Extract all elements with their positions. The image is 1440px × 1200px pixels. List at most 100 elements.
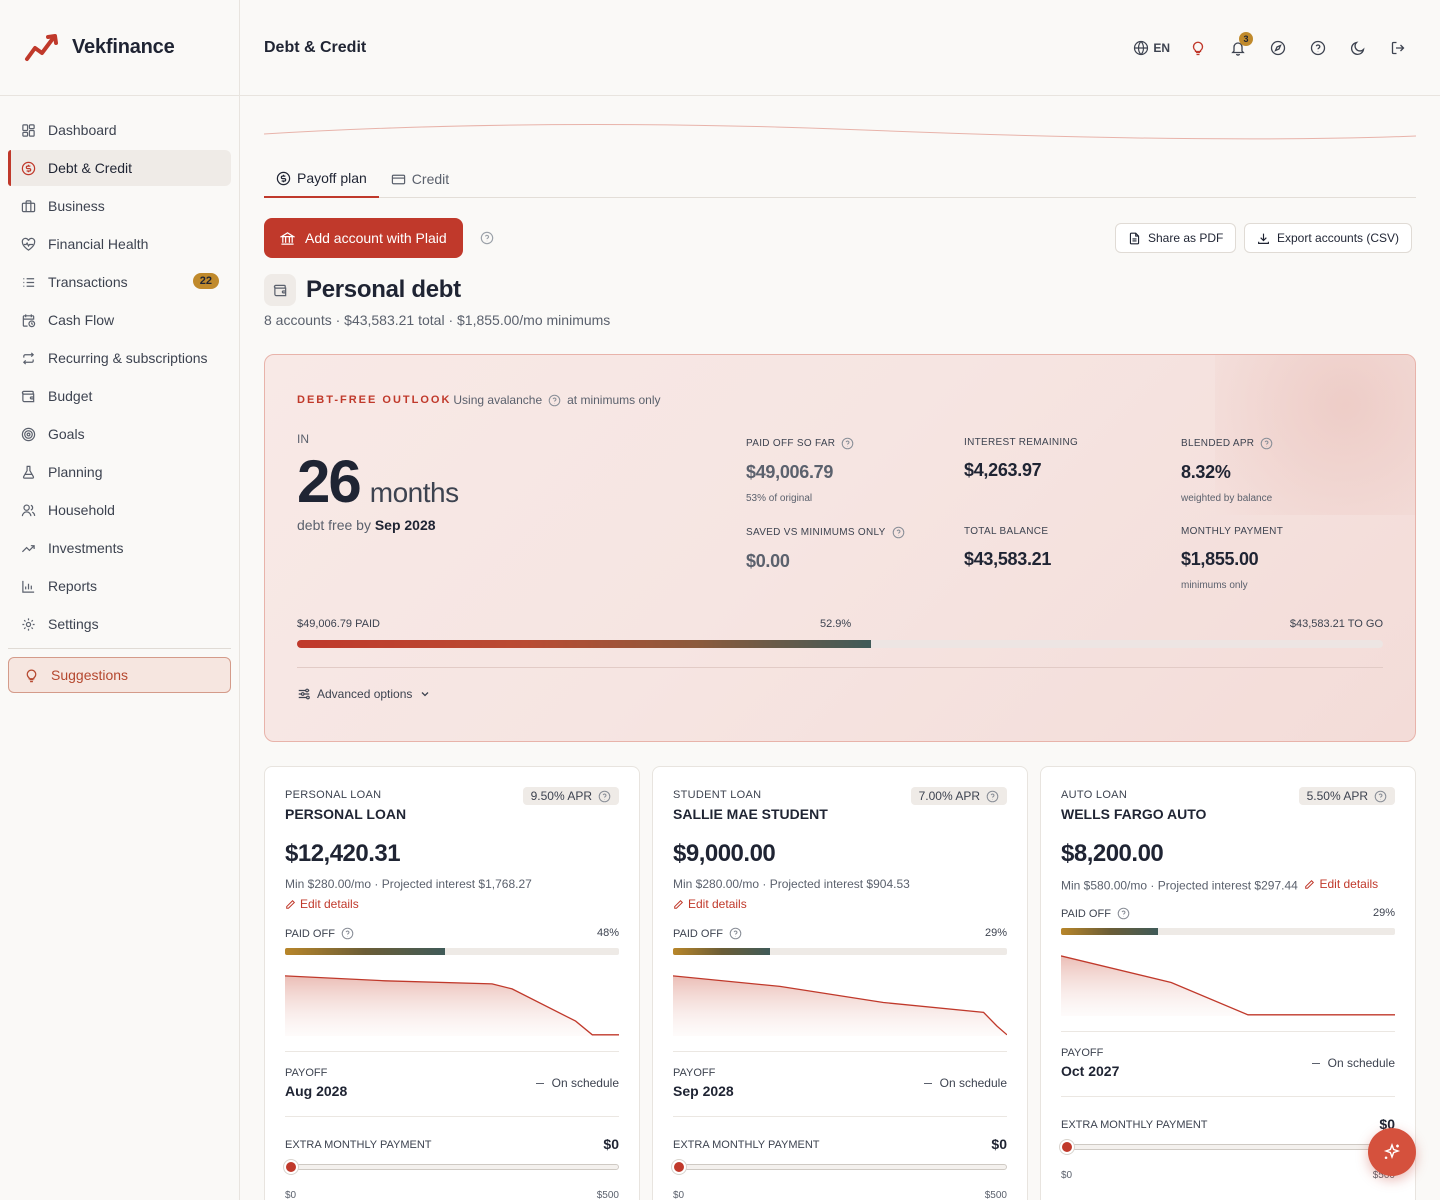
advanced-options-toggle[interactable]: Advanced options [297,687,430,701]
grid-icon [20,122,36,138]
sliders-icon [297,687,311,701]
min-payment-text: Min $280.00/mo · Projected interest $1,7… [285,877,532,891]
help-circle-icon[interactable] [341,927,354,940]
help-circle-icon[interactable] [1117,907,1130,920]
help-circle-icon[interactable] [598,790,611,803]
extra-payment-slider[interactable] [1060,1140,1395,1154]
export-csv-button[interactable]: Export accounts (CSV) [1244,223,1413,253]
export-csv-label: Export accounts (CSV) [1277,231,1400,245]
add-plaid-account-button[interactable]: Add account with Plaid [264,218,463,258]
language-button[interactable]: EN [1133,36,1170,60]
balance-area [1061,955,1395,1016]
apr-badge: 9.50% APR [522,787,619,805]
edit-details-link[interactable]: Edit details [673,894,747,914]
stat-label: MONTHLY PAYMENT [1181,526,1284,537]
balance-projection-chart [673,975,1007,1036]
help-circle-icon[interactable] [892,526,905,539]
extra-payment-label: EXTRA MONTHLY PAYMENT [673,1139,820,1151]
suggestions-label: Suggestions [51,667,129,683]
extra-payment-slider[interactable] [284,1160,619,1174]
suggestions-button[interactable]: Suggestions [8,657,231,693]
sidebar-item-investments[interactable]: Investments [8,530,231,566]
sidebar-item-goals[interactable]: Goals [8,416,231,452]
sidebar-item-household[interactable]: Household [8,492,231,528]
sidebar-item-cash-flow[interactable]: Cash Flow [8,302,231,338]
notification-count-badge: 3 [1239,32,1253,46]
sidebar-item-business[interactable]: Business [8,188,231,224]
sidebar-item-dashboard[interactable]: Dashboard [8,112,231,148]
sidebar-item-label: Goals [48,426,85,442]
months-value: 26 [297,448,362,515]
share-pdf-button[interactable]: Share as PDF [1115,223,1237,253]
explore-button[interactable] [1266,36,1290,60]
brand[interactable]: Vekfinance [0,0,239,96]
tips-button[interactable] [1186,36,1210,60]
tab-payoff-plan[interactable]: Payoff plan [264,160,379,198]
sidebar-item-reports[interactable]: Reports [8,568,231,604]
help-circle-icon[interactable] [986,790,999,803]
paid-off-label: PAID OFF [1061,907,1130,920]
sidebar-item-transactions[interactable]: Transactions 22 [8,264,231,300]
ai-assistant-button[interactable] [1368,1128,1416,1176]
slider-min: $0 [673,1190,685,1200]
paid-off-text: PAID OFF [1061,907,1111,920]
sidebar-item-debt-credit[interactable]: Debt & Credit [8,150,231,186]
edit-details-link[interactable]: Edit details [1304,874,1378,894]
logout-icon [1391,41,1405,55]
account-card-body: STUDENT LOAN SALLIE MAE STUDENT 7.00% AP… [672,767,1007,1200]
slider-handle[interactable] [672,1160,686,1174]
logout-button[interactable] [1386,36,1410,60]
card-divider [673,1116,1007,1117]
account-type: STUDENT LOAN [673,789,762,801]
edit-details-link[interactable]: Edit details [285,894,359,914]
account-card: STUDENT LOAN SALLIE MAE STUDENT 7.00% AP… [652,766,1028,1200]
top-actions: EN 3 [1117,32,1410,60]
help-button[interactable] [1306,36,1330,60]
card-divider [1061,1031,1395,1032]
help-circle-icon[interactable] [1260,437,1273,450]
payoff-date: Sep 2028 [673,1083,734,1099]
stat-blended-apr: BLENDED APR 8.32% weighted by balance [1181,437,1381,504]
account-min-line: Min $280.00/mo · Projected interest $1,7… [285,874,625,916]
paid-off-progress-fill [673,948,770,955]
slider-handle[interactable] [284,1160,298,1174]
schedule-text: On schedule [551,1076,619,1090]
theme-toggle-button[interactable] [1346,36,1370,60]
stat-value: $1,855.00 [1181,549,1259,569]
sidebar-item-planning[interactable]: Planning [8,454,231,490]
sidebar-item-budget[interactable]: Budget [8,378,231,414]
help-circle-icon[interactable] [841,437,854,450]
brand-logo-icon [25,33,58,61]
stat-label: BLENDED APR [1181,438,1255,449]
help-circle-icon[interactable] [548,394,561,407]
sidebar-item-recurring[interactable]: Recurring & subscriptions [8,340,231,376]
bank-icon [280,231,295,246]
page-title: Debt & Credit [264,38,367,56]
help-circle-icon[interactable] [1374,790,1387,803]
tab-credit[interactable]: Credit [379,160,461,198]
sidebar-item-label: Business [48,198,105,214]
slider-handle[interactable] [1060,1140,1074,1154]
balance-area [673,975,1007,1036]
account-card: PERSONAL LOAN PERSONAL LOAN 9.50% APR $1… [264,766,640,1200]
help-circle-icon[interactable] [480,231,494,250]
compass-icon [1270,40,1286,56]
paid-off-progress-bar [1061,928,1395,935]
notifications-button[interactable]: 3 [1226,32,1253,60]
extra-payment-value: $0 [603,1136,619,1152]
paid-off-percent: 29% [1372,907,1395,919]
sidebar-item-label: Cash Flow [48,312,115,328]
account-balance: $9,000.00 [673,840,776,867]
help-circle-icon[interactable] [729,927,742,940]
account-card: AUTO LOAN WELLS FARGO AUTO 5.50% APR $8,… [1040,766,1416,1200]
balance-area [285,975,619,1036]
debt-free-by-label: debt free by [297,517,371,533]
sidebar-item-settings[interactable]: Settings [8,606,231,642]
language-label: EN [1153,41,1170,55]
sidebar-item-financial-health[interactable]: Financial Health [8,226,231,262]
debt-free-date: debt free by Sep 2028 [297,517,436,533]
account-name: PERSONAL LOAN [285,806,407,822]
account-balance: $12,420.31 [285,840,401,867]
stat-note: 53% of original [746,493,813,504]
extra-payment-slider[interactable] [672,1160,1007,1174]
